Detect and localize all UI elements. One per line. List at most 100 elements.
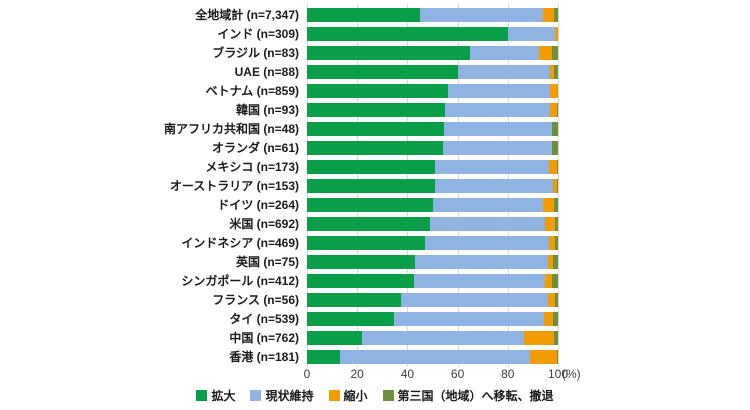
bar-segment-maintain xyxy=(339,350,531,364)
bar-segment-relocate-withdraw xyxy=(551,274,558,288)
bar-segment-maintain xyxy=(470,46,540,60)
axis-unit-label: (%) xyxy=(562,367,581,381)
stacked-bar xyxy=(307,255,558,269)
legend-swatch-shrink xyxy=(328,390,340,401)
bar-row: 全地域計 (n=7,347) xyxy=(0,8,750,22)
bar-segment-shrink xyxy=(552,179,557,193)
bar-segment-maintain xyxy=(414,255,548,269)
bar-segment-maintain xyxy=(435,160,550,174)
bar-segment-shrink xyxy=(549,236,556,250)
category-label: インド (n=309) xyxy=(217,27,299,41)
bar-segment-relocate-withdraw xyxy=(554,8,558,22)
stacked-bar xyxy=(307,293,558,307)
category-label: ベトナム (n=859) xyxy=(205,84,299,98)
category-label: UAE (n=88) xyxy=(234,65,299,79)
bar-row: インドネシア (n=469) xyxy=(0,236,750,250)
x-tick-label: 0 xyxy=(303,367,311,381)
category-label: ブラジル (n=83) xyxy=(212,46,299,60)
x-tick-label: 100 xyxy=(547,367,569,381)
category-label: 英国 (n=75) xyxy=(235,255,299,269)
category-label: シンガポール (n=412) xyxy=(181,274,299,288)
stacked-bar xyxy=(307,350,558,364)
bar-row: メキシコ (n=173) xyxy=(0,160,750,174)
stacked-bar xyxy=(307,122,558,136)
bar-segment-relocate-withdraw xyxy=(551,46,558,60)
bar-segment-shrink xyxy=(544,312,553,326)
bar-segment-maintain xyxy=(401,293,548,307)
bar-segment-maintain xyxy=(442,141,552,155)
bar-row: UAE (n=88) xyxy=(0,65,750,79)
bar-segment-expand xyxy=(307,331,363,345)
bar-segment-maintain xyxy=(447,84,551,98)
bar-segment-relocate-withdraw xyxy=(552,312,558,326)
x-axis: (%) 0 20 40 60 80 100 xyxy=(0,367,750,383)
stacked-bar xyxy=(307,8,558,22)
bar-segment-expand xyxy=(307,122,444,136)
bar-row: 香港 (n=181) xyxy=(0,350,750,364)
bar-segment-shrink xyxy=(550,103,557,117)
bar-segment-maintain xyxy=(429,217,546,231)
stacked-bar xyxy=(307,312,558,326)
bar-segment-maintain xyxy=(432,198,543,212)
stacked-bar xyxy=(307,84,558,98)
category-label: インドネシア (n=469) xyxy=(181,236,299,250)
bar-segment-maintain xyxy=(435,179,553,193)
bar-segment-shrink xyxy=(542,198,555,212)
bar-segment-maintain xyxy=(413,274,546,288)
stacked-bar xyxy=(307,236,558,250)
bar-segment-shrink xyxy=(550,84,558,98)
x-tick-label: 60 xyxy=(450,367,465,381)
bar-segment-shrink xyxy=(547,293,556,307)
bar-segment-relocate-withdraw xyxy=(555,236,558,250)
category-label: 香港 (n=181) xyxy=(229,350,299,364)
bar-row: オーストラリア (n=153) xyxy=(0,179,750,193)
bar-row: ベトナム (n=859) xyxy=(0,84,750,98)
category-label: フランス (n=56) xyxy=(212,293,299,307)
bar-segment-maintain xyxy=(445,103,551,117)
stacked-bar xyxy=(307,46,558,60)
legend-label: 拡大 xyxy=(211,388,236,403)
bar-segment-maintain xyxy=(419,8,543,22)
category-label: 南アフリカ共和国 (n=48) xyxy=(163,122,299,136)
bar-row: ブラジル (n=83) xyxy=(0,46,750,60)
bar-segment-expand xyxy=(307,217,430,231)
bar-segment-shrink xyxy=(542,8,555,22)
legend-swatch-maintain xyxy=(250,390,262,401)
bar-segment-expand xyxy=(307,179,435,193)
bar-segment-relocate-withdraw xyxy=(556,160,558,174)
stacked-bar xyxy=(307,65,558,79)
stacked-bar xyxy=(307,27,558,41)
bar-segment-expand xyxy=(307,274,414,288)
bar-segment-relocate-withdraw xyxy=(554,198,558,212)
bar-segment-expand xyxy=(307,8,420,22)
bar-segment-relocate-withdraw xyxy=(551,122,558,136)
gridline xyxy=(558,4,559,367)
bar-segment-expand xyxy=(307,103,446,117)
stacked-bar xyxy=(307,103,558,117)
bar-segment-expand xyxy=(307,27,508,41)
bar-segment-expand xyxy=(307,65,458,79)
bar-segment-relocate-withdraw xyxy=(556,179,558,193)
category-label: 米国 (n=692) xyxy=(229,217,299,231)
bar-segment-shrink xyxy=(549,160,557,174)
bar-segment-shrink xyxy=(539,46,552,60)
category-label: ドイツ (n=264) xyxy=(217,198,299,212)
bar-segment-relocate-withdraw xyxy=(552,255,558,269)
legend-item-expand: 拡大 xyxy=(196,389,235,403)
stacked-bar xyxy=(307,179,558,193)
legend-swatch-expand xyxy=(196,390,208,401)
bar-segment-maintain xyxy=(362,331,525,345)
bar-segment-shrink xyxy=(524,331,555,345)
bar-row: オランダ (n=61) xyxy=(0,141,750,155)
legend-swatch-relocate-withdraw xyxy=(382,390,394,401)
bar-row: インド (n=309) xyxy=(0,27,750,41)
bar-segment-shrink xyxy=(547,255,553,269)
x-tick-label: 20 xyxy=(350,367,364,381)
category-label: オランダ (n=61) xyxy=(211,141,299,155)
category-label: メキシコ (n=173) xyxy=(205,160,299,174)
legend-item-maintain: 現状維持 xyxy=(250,389,314,403)
bar-segment-maintain xyxy=(393,312,545,326)
bar-segment-maintain xyxy=(457,65,551,79)
bar-row: 中国 (n=762) xyxy=(0,331,750,345)
bar-segment-expand xyxy=(307,350,340,364)
